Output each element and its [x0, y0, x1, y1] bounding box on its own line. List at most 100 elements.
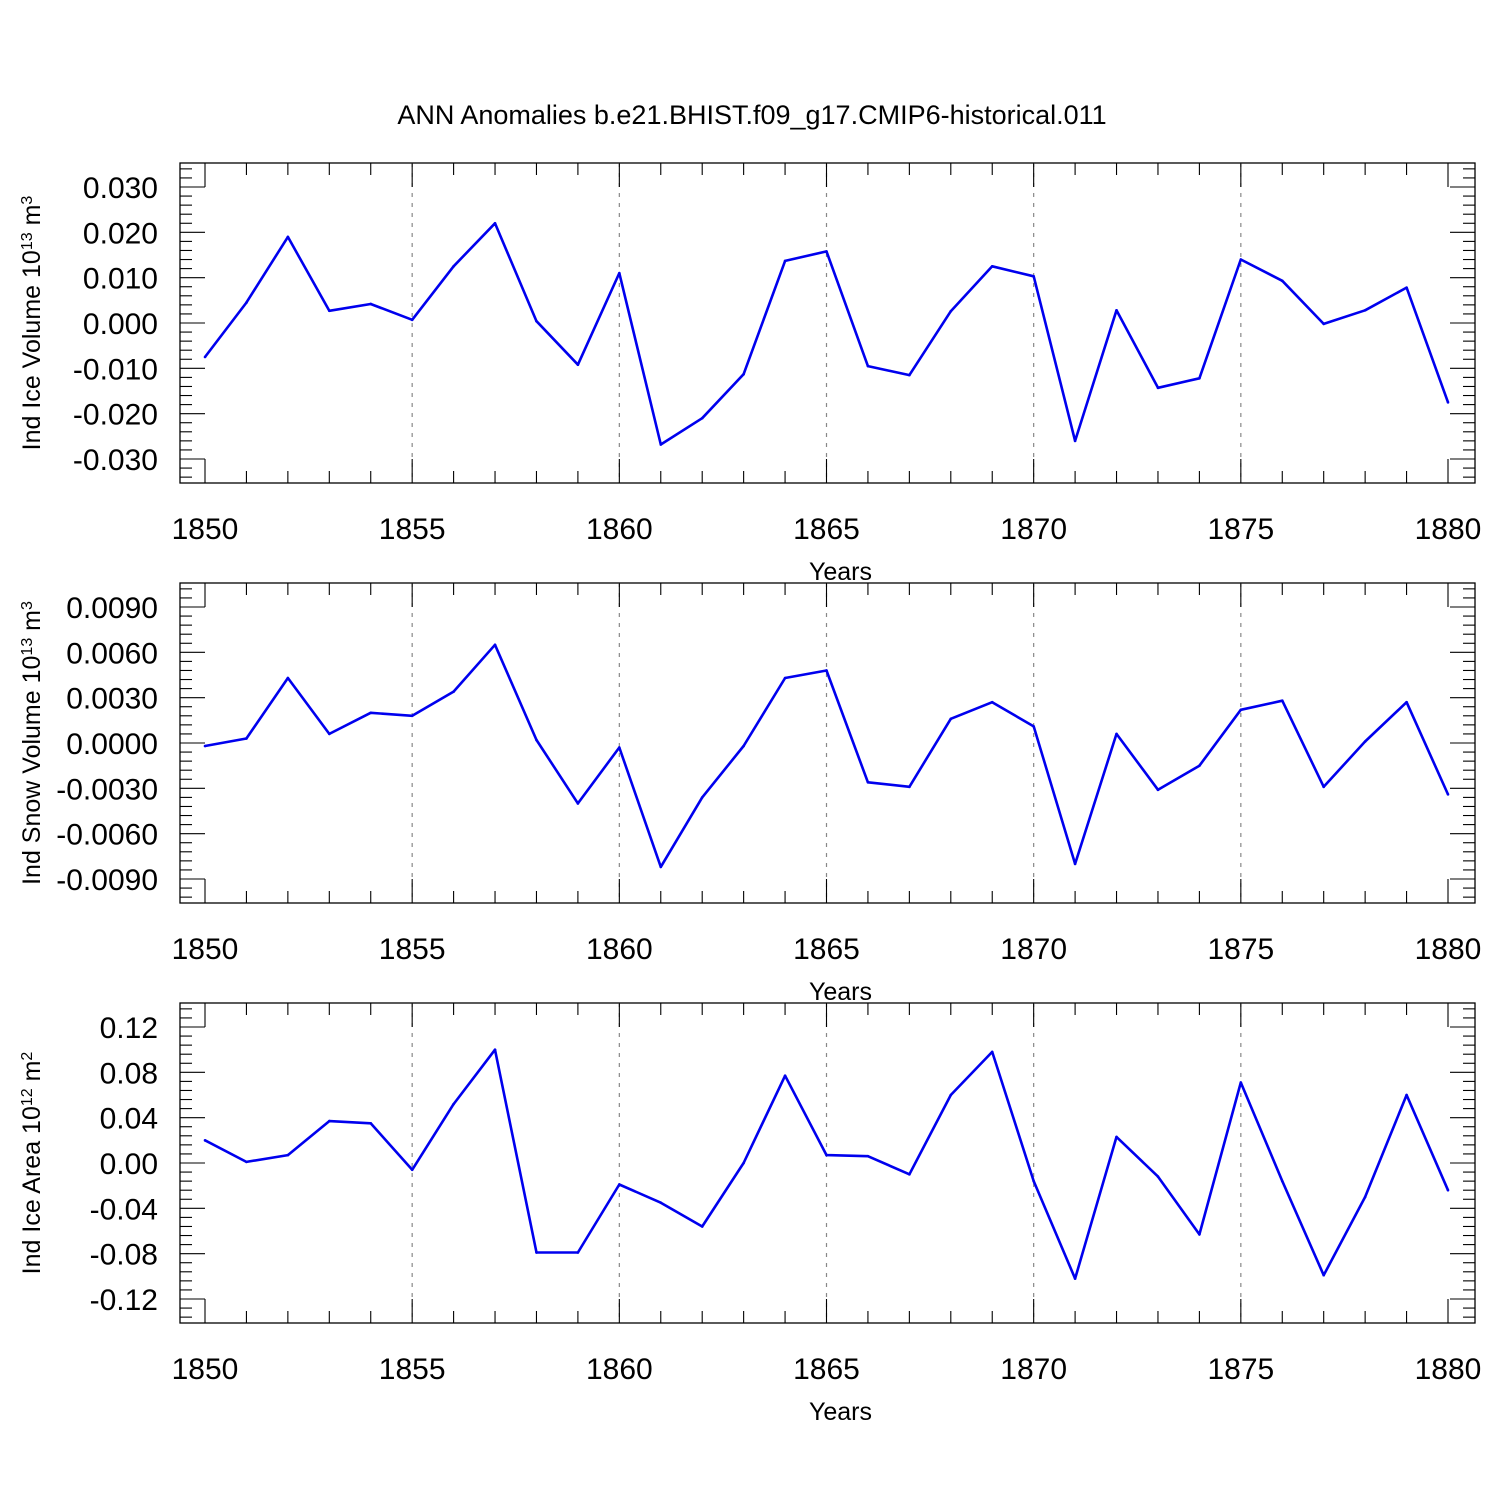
- y-tick-label: -0.0060: [56, 819, 158, 852]
- data-point: [742, 1161, 745, 1165]
- y-tick-label: 0.0000: [66, 728, 158, 761]
- data-point: [203, 1139, 207, 1142]
- y-tick-label: -0.010: [73, 353, 158, 386]
- x-tick-label: 1865: [793, 1353, 860, 1386]
- data-point: [618, 271, 621, 275]
- data-point: [1032, 1179, 1035, 1183]
- y-tick-label: -0.0030: [56, 773, 158, 806]
- data-point: [1280, 699, 1284, 702]
- x-tick-label: 1850: [172, 513, 239, 546]
- data-point: [286, 1153, 290, 1157]
- data-point: [825, 669, 828, 672]
- x-tick-label: 1870: [1000, 1353, 1067, 1386]
- data-point: [866, 780, 870, 784]
- data-point: [452, 1102, 455, 1106]
- x-tick-label: 1880: [1415, 1353, 1482, 1386]
- data-point: [452, 690, 455, 693]
- data-point: [783, 1074, 787, 1078]
- data-point: [618, 746, 621, 749]
- data-point: [990, 700, 994, 704]
- panels: 1850 1855 1860 1865 1870 1875 1880 Years -0.030 -…: [18, 162, 1482, 1426]
- data-point: [1198, 377, 1201, 380]
- data-point: [990, 265, 994, 268]
- data-point: [576, 363, 580, 367]
- data-point: [908, 373, 911, 377]
- x-tick-label: 1870: [1000, 513, 1067, 546]
- x-tick-label: 1855: [379, 933, 446, 966]
- data-point: [1446, 793, 1450, 796]
- data-point: [866, 364, 870, 368]
- y-tick-label: -0.04: [90, 1193, 158, 1226]
- data-point: [1280, 1179, 1284, 1183]
- plot-frame: [179, 1002, 1476, 1324]
- data-point: [535, 319, 538, 323]
- panel-2: 1850 1855 1860 1865 1870 1875 1880 Years -0.0090…: [18, 582, 1482, 1006]
- data-point: [1156, 1175, 1160, 1178]
- y-tick-label: -0.08: [90, 1239, 158, 1272]
- y-tick-label: 0.0060: [66, 637, 158, 670]
- data-point: [1322, 785, 1325, 789]
- data-point: [328, 732, 331, 736]
- x-tick-label: 1880: [1415, 933, 1482, 966]
- x-tick-label: 1875: [1207, 513, 1274, 546]
- x-tick-label: 1850: [172, 1353, 239, 1386]
- data-point: [1446, 401, 1450, 404]
- y-tick-label: 0.030: [83, 172, 158, 205]
- data-point: [949, 717, 953, 721]
- data-point: [700, 1225, 704, 1228]
- x-tick-label: 1860: [586, 933, 653, 966]
- data-point: [410, 318, 414, 322]
- data-point: [1115, 732, 1118, 736]
- data-point: [203, 355, 207, 359]
- x-tick-label: 1875: [1207, 933, 1274, 966]
- data-point: [369, 302, 373, 306]
- panel-1: 1850 1855 1860 1865 1870 1875 1880 Years -0.030 -…: [18, 162, 1481, 586]
- x-tick-label: 1860: [586, 1353, 653, 1386]
- data-point: [1363, 1195, 1367, 1199]
- y-axis-label-superscript: 13: [19, 638, 36, 656]
- data-point: [1322, 1273, 1325, 1277]
- x-tick-label: 1865: [793, 513, 860, 546]
- data-point: [576, 1251, 580, 1254]
- data-point: [1239, 258, 1243, 261]
- y-axis-label-superscript: 3: [19, 601, 36, 610]
- data-point: [949, 1093, 953, 1097]
- data-point: [245, 301, 248, 304]
- y-axis-label-text: m: [18, 205, 46, 233]
- data-point: [659, 443, 663, 446]
- data-point: [1073, 1277, 1077, 1280]
- data-point: [1073, 862, 1077, 866]
- data-point: [659, 865, 663, 869]
- data-point: [410, 714, 414, 718]
- y-tick-label: -0.12: [90, 1284, 158, 1317]
- data-point: [1405, 700, 1408, 704]
- data-point: [1363, 740, 1367, 743]
- plot-frame: [179, 582, 1476, 904]
- data-point: [1446, 1188, 1450, 1192]
- data-point: [1032, 725, 1035, 728]
- data-point: [1156, 386, 1160, 390]
- y-tick-label: 0.000: [83, 308, 158, 341]
- data-point: [866, 1154, 870, 1158]
- data-point: [493, 221, 497, 225]
- data-point: [1198, 764, 1201, 767]
- data-point: [410, 1168, 414, 1172]
- x-tick-label: 1860: [586, 513, 653, 546]
- y-axis-label-text: Ind Snow Volume 10: [18, 656, 46, 885]
- data-point: [493, 643, 497, 647]
- y-tick-label: 0.00: [100, 1148, 158, 1181]
- x-axis-label: Years: [809, 558, 872, 586]
- data-point: [618, 1183, 621, 1186]
- y-axis-label-superscript: 3: [19, 196, 36, 205]
- data-point: [783, 259, 787, 263]
- plot-frame: [179, 162, 1476, 484]
- y-tick-label: -0.020: [73, 399, 158, 432]
- x-axis-label: Years: [809, 978, 872, 1006]
- y-tick-label: -0.030: [73, 444, 158, 477]
- y-axis-label: Ind Ice Volume 1013 m3: [18, 196, 46, 451]
- y-axis-label-text: Ind Ice Volume 10: [18, 250, 46, 450]
- data-point: [742, 744, 745, 748]
- data-point: [825, 250, 828, 253]
- data-point: [369, 1122, 373, 1125]
- y-axis-label: Ind Snow Volume 1013 m3: [18, 601, 46, 885]
